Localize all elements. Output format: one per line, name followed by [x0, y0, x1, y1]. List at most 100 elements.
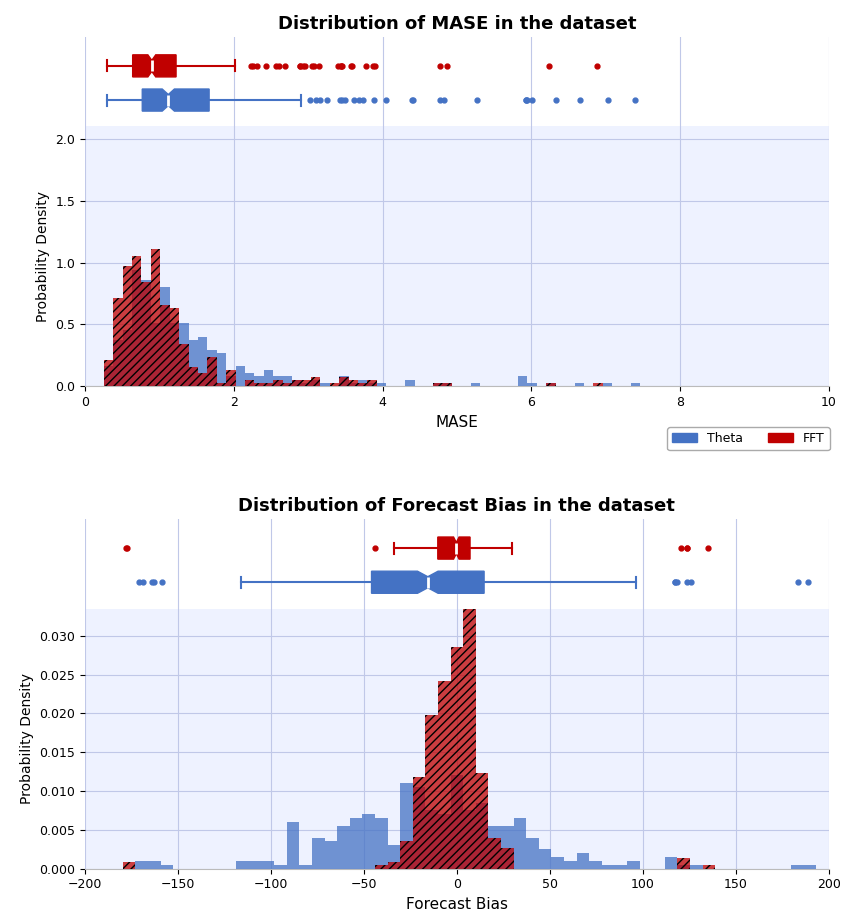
Bar — [575, 383, 584, 386]
Bar — [476, 803, 489, 869]
Bar — [254, 383, 264, 386]
Bar — [325, 842, 337, 869]
Y-axis label: Probability Density: Probability Density — [20, 673, 34, 804]
Bar — [292, 380, 302, 386]
Bar — [438, 814, 450, 869]
PathPatch shape — [438, 537, 470, 559]
Bar — [339, 376, 348, 386]
Bar — [151, 323, 161, 386]
Bar — [405, 380, 415, 386]
Bar — [349, 818, 362, 869]
Bar — [450, 647, 463, 869]
X-axis label: Forecast Bias: Forecast Bias — [406, 897, 507, 912]
Bar — [631, 383, 640, 386]
Bar — [425, 715, 438, 869]
Bar — [113, 340, 122, 386]
Bar — [198, 373, 207, 386]
Bar — [791, 865, 803, 869]
Bar — [226, 371, 235, 386]
Bar — [170, 323, 179, 386]
Bar — [135, 861, 148, 869]
Bar — [375, 865, 388, 869]
Bar — [358, 383, 367, 386]
Bar — [518, 376, 528, 386]
Bar — [330, 383, 339, 386]
Bar — [615, 865, 627, 869]
Bar — [264, 370, 274, 386]
Bar — [450, 775, 463, 869]
Bar — [388, 862, 400, 869]
Bar — [589, 861, 602, 869]
Bar — [690, 865, 703, 869]
Bar — [311, 377, 320, 386]
Bar — [593, 383, 603, 386]
Bar — [513, 818, 526, 869]
Bar — [104, 360, 113, 386]
Title: Distribution of MASE in the dataset: Distribution of MASE in the dataset — [278, 15, 636, 32]
Bar — [274, 865, 286, 869]
Bar — [388, 845, 400, 869]
Bar — [348, 383, 358, 386]
Bar — [161, 305, 170, 386]
Legend: Theta, FFT: Theta, FFT — [667, 427, 830, 450]
Bar — [367, 380, 377, 386]
Bar — [703, 865, 716, 869]
Bar — [302, 383, 311, 386]
Bar — [198, 336, 207, 386]
Title: Distribution of Forecast Bias in the dataset: Distribution of Forecast Bias in the dat… — [239, 497, 675, 515]
Bar — [170, 308, 179, 386]
Bar — [539, 849, 552, 869]
Bar — [302, 380, 311, 386]
Bar — [236, 861, 249, 869]
Bar — [443, 383, 452, 386]
X-axis label: MASE: MASE — [435, 415, 479, 430]
PathPatch shape — [133, 55, 176, 77]
Bar — [122, 330, 132, 386]
Bar — [443, 383, 452, 386]
Bar — [226, 376, 235, 386]
Y-axis label: Probability Density: Probability Density — [36, 191, 49, 322]
Bar — [189, 340, 198, 386]
Bar — [132, 271, 141, 386]
Bar — [151, 249, 161, 386]
Bar — [320, 383, 330, 386]
Bar — [603, 383, 612, 386]
Bar — [348, 380, 358, 386]
Bar — [627, 861, 640, 869]
Bar — [207, 350, 217, 386]
Bar — [311, 380, 320, 386]
Bar — [377, 383, 386, 386]
Bar — [161, 286, 170, 386]
PathPatch shape — [371, 571, 484, 593]
Bar — [358, 380, 367, 386]
Bar — [122, 862, 135, 869]
Bar — [249, 861, 262, 869]
Bar — [299, 865, 312, 869]
Bar — [283, 383, 292, 386]
Bar — [602, 865, 615, 869]
Bar — [501, 826, 513, 869]
Bar — [104, 367, 113, 386]
Bar — [189, 367, 198, 386]
Bar — [141, 280, 151, 386]
Bar — [489, 826, 501, 869]
Bar — [217, 383, 226, 386]
Bar — [463, 582, 476, 869]
Bar — [552, 857, 564, 869]
Bar — [367, 383, 377, 386]
Bar — [235, 367, 245, 386]
Bar — [547, 383, 556, 386]
Bar — [217, 353, 226, 386]
Bar — [337, 826, 349, 869]
Bar — [375, 818, 388, 869]
Bar — [283, 376, 292, 386]
Bar — [576, 853, 589, 869]
Bar — [132, 256, 141, 386]
Bar — [286, 822, 299, 869]
Bar — [274, 380, 283, 386]
Bar — [274, 376, 283, 386]
Bar — [425, 810, 438, 869]
Bar — [803, 865, 816, 869]
Bar — [312, 837, 325, 869]
PathPatch shape — [142, 89, 209, 111]
